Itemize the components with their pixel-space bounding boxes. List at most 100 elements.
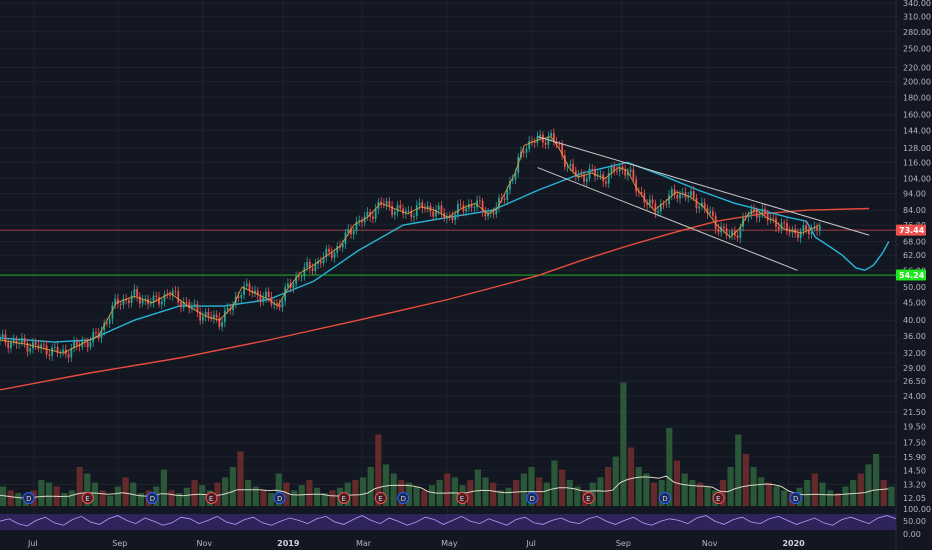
candle-body [169, 295, 171, 296]
candle-body [106, 323, 108, 324]
x-tick-label: Mar [356, 539, 372, 548]
candle-body [180, 302, 182, 308]
candle-body [572, 163, 574, 171]
y-tick-label: 128.00 [903, 144, 931, 153]
volume-bar [313, 487, 321, 506]
candle-body [12, 339, 15, 343]
candle-body [352, 230, 355, 235]
y-tick-label: 36.00 [903, 332, 926, 341]
volume-bar [827, 490, 834, 506]
candle-body [51, 347, 53, 356]
volume-bar [329, 490, 336, 506]
candle-body [0, 337, 1, 340]
volume-bar [421, 490, 428, 506]
volume-bar [444, 473, 451, 506]
x-tick-label: Nov [196, 539, 212, 548]
candle-body [714, 215, 717, 229]
candle-body [396, 205, 399, 212]
candle-body [522, 151, 525, 153]
volume-bar [758, 477, 765, 506]
candle-body [437, 205, 440, 210]
y-tick-label: 17.50 [903, 439, 926, 448]
candle-body [114, 298, 117, 306]
x-tick-label: May [441, 539, 458, 548]
event-marker-label: D [26, 495, 31, 503]
candle-body [333, 252, 336, 258]
candle-body [117, 298, 119, 304]
candle-body [583, 174, 585, 182]
candle-body [325, 248, 328, 258]
candle-body [750, 209, 753, 215]
candle-body [23, 337, 26, 343]
candle-body [330, 251, 333, 258]
volume-bar [61, 493, 68, 506]
event-marker-label: E [586, 495, 590, 503]
candle-body [138, 296, 141, 304]
candle-body [698, 206, 701, 209]
candle-body [265, 291, 267, 298]
candle-body [679, 193, 681, 199]
volume-bar [352, 480, 359, 506]
candle-body [10, 342, 12, 349]
volume-bar [666, 428, 673, 506]
candle-body [610, 166, 613, 173]
y-tick-label: 19.50 [903, 423, 926, 432]
x-tick-label: 2020 [782, 539, 805, 548]
candle-body [53, 346, 56, 348]
candle-body [753, 209, 755, 212]
candle-body [158, 296, 160, 305]
candle-body [514, 172, 517, 180]
event-marker-label: D [401, 495, 406, 503]
oscillator-axis: 100.00 50.00 0.00 [903, 505, 931, 539]
candle-body [558, 144, 561, 146]
y-tick-label: 200.00 [903, 78, 931, 87]
candle-body [363, 216, 366, 223]
volume-bar [704, 486, 711, 506]
dividend-marker [22, 492, 35, 504]
candle-body [802, 225, 805, 232]
candle-body [240, 294, 243, 298]
event-marker-label: E [341, 495, 345, 503]
candle-body [511, 179, 514, 181]
candle-body [574, 170, 577, 177]
candle-body [670, 189, 673, 195]
candle-body [668, 194, 670, 204]
candle-body [149, 303, 152, 305]
candle-body [476, 200, 478, 208]
x-tick-label: Nov [702, 539, 718, 548]
volume-bar [252, 486, 259, 506]
y-tick-label: 13.20 [903, 480, 926, 489]
candle-body [287, 283, 289, 288]
candle-body [591, 168, 594, 170]
candle-body [284, 287, 287, 301]
volume-bar [811, 473, 818, 506]
candle-body [695, 197, 698, 209]
candle-body [350, 229, 352, 235]
volume-bar [375, 434, 382, 506]
candle-body [531, 140, 533, 142]
y-tick-label: 160.00 [903, 111, 931, 120]
candle-body [500, 197, 503, 199]
candle-body [780, 222, 783, 230]
x-axis: Jul Sep Nov 2019 Mar May Jul Sep Nov 2020 [27, 539, 805, 548]
candle-body [92, 332, 95, 342]
oscillator-tick-label: 0.00 [903, 530, 921, 539]
candle-body [317, 261, 319, 264]
candle-body [435, 209, 437, 217]
candle-body [45, 345, 48, 355]
y-tick-label: 50.00 [903, 283, 926, 292]
candle-body [21, 337, 23, 343]
volume-bar [650, 482, 658, 506]
candle-body [786, 223, 788, 232]
price-badge-label: 54.24 [899, 271, 925, 280]
candle-body [355, 221, 358, 231]
candle-body [163, 294, 166, 302]
y-tick-label: 180.00 [903, 93, 931, 102]
earnings-marker [338, 492, 351, 504]
candle-body [701, 202, 703, 207]
candle-body [627, 171, 629, 176]
candle-body [613, 166, 616, 172]
candle-body [709, 211, 712, 214]
